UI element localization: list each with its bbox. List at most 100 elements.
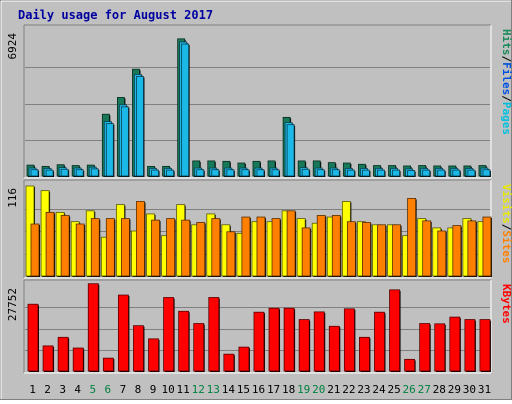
bar-sites-day-12 (196, 222, 206, 277)
bar-sites-day-10 (166, 218, 175, 277)
bar-kbytes-day-5 (87, 283, 99, 372)
bar-pages-day-21 (331, 169, 340, 177)
bar-pages-day-16 (256, 169, 265, 177)
bar-sites-day-26 (407, 198, 417, 277)
bar-sites-day-3 (60, 215, 70, 277)
bar-sites-day-13 (211, 218, 221, 277)
x-tick-label-day: 13 (207, 383, 220, 396)
bar-sites-day-5 (90, 218, 100, 277)
x-tick-label-day: 4 (74, 383, 81, 396)
panel-1-legend: Visits/Sites (500, 184, 512, 264)
legend-hits: Hits (500, 29, 512, 56)
bar-kbytes-day-28 (434, 323, 446, 372)
x-tick-label-day: 12 (192, 383, 205, 396)
x-tick-label-day: 29 (448, 383, 461, 396)
x-tick-label-day: 24 (372, 383, 386, 396)
bar-kbytes-day-22 (343, 308, 355, 372)
bar-sites-day-24 (377, 224, 386, 277)
bar-sites-day-14 (226, 231, 236, 277)
bar-pages-day-22 (346, 169, 355, 177)
bar-kbytes-day-12 (193, 323, 205, 372)
bar-pages-day-29 (452, 169, 461, 177)
bar-pages-day-30 (467, 169, 476, 177)
bar-kbytes-day-25 (389, 289, 400, 372)
bar-pages-day-3 (60, 168, 69, 177)
bar-kbytes-day-11 (178, 310, 190, 372)
bar-kbytes-day-15 (238, 346, 250, 372)
legend-separator: / (500, 95, 512, 102)
bar-kbytes-day-24 (374, 311, 385, 372)
legend-files: Files (500, 62, 512, 95)
bar-sites-day-21 (331, 215, 341, 277)
bar-kbytes-day-16 (253, 311, 265, 372)
bar-kbytes-day-18 (283, 307, 295, 372)
bar-kbytes-day-7 (117, 294, 129, 372)
bar-kbytes-day-21 (328, 325, 340, 372)
bar-pages-day-6 (105, 123, 114, 177)
bar-pages-day-8 (136, 76, 144, 177)
x-tick-label-day: 9 (150, 383, 157, 396)
bar-pages-day-19 (301, 168, 310, 177)
x-tick-label-day: 23 (357, 383, 370, 396)
bar-pages-day-24 (377, 169, 385, 177)
bar-sites-day-16 (256, 216, 266, 277)
bar-pages-day-15 (241, 169, 250, 177)
bar-pages-day-11 (181, 43, 190, 177)
panel-1-y-max-label: 116 (6, 188, 19, 208)
bar-sites-day-2 (45, 211, 55, 277)
bar-sites-day-30 (467, 220, 477, 277)
panel-0-y-max-label: 6924 (6, 33, 19, 60)
bar-pages-day-7 (120, 106, 129, 177)
bar-sites-day-1 (30, 223, 40, 277)
bar-sites-day-29 (452, 225, 462, 277)
x-tick-label-day: 20 (312, 383, 325, 396)
panel-2-y-max-label: 27752 (6, 288, 19, 321)
x-tick-label-day: 25 (387, 383, 400, 396)
bar-sites-day-25 (392, 224, 401, 277)
bar-pages-day-25 (392, 169, 400, 177)
bar-sites-day-31 (482, 216, 492, 277)
bar-sites-day-11 (181, 219, 191, 277)
x-tick-label-day: 18 (282, 383, 295, 396)
bar-sites-day-22 (346, 221, 356, 277)
bar-pages-day-9 (151, 169, 159, 177)
bar-pages-day-20 (316, 169, 325, 177)
x-tick-label-day: 8 (135, 383, 142, 396)
panel-2-legend: KBytes (500, 284, 512, 324)
bar-kbytes-day-31 (479, 319, 491, 372)
bar-kbytes-day-23 (359, 336, 370, 372)
x-tick-label-day: 31 (478, 383, 491, 396)
bar-sites-day-28 (437, 230, 447, 277)
legend-visits: Visits (500, 184, 512, 224)
x-tick-label-day: 27 (418, 383, 431, 396)
bar-sites-day-8 (136, 201, 145, 277)
bar-sites-day-23 (362, 222, 371, 277)
x-tick-label-day: 6 (105, 383, 112, 396)
bar-sites-day-20 (316, 215, 326, 277)
bar-kbytes-day-8 (133, 325, 144, 372)
x-tick-label-day: 17 (267, 383, 280, 396)
bar-pages-day-5 (90, 168, 99, 177)
bar-pages-day-1 (30, 169, 39, 177)
bar-sites-day-6 (105, 218, 115, 277)
bar-pages-day-14 (226, 169, 235, 177)
bar-pages-day-26 (407, 170, 416, 177)
bar-kbytes-day-14 (223, 353, 235, 372)
chart-title: Daily usage for August 2017 (18, 8, 213, 22)
x-tick-label-day: 11 (177, 383, 190, 396)
panel-0-background (24, 25, 491, 178)
legend-sites: Sites (500, 230, 512, 263)
bar-kbytes-day-19 (298, 319, 310, 372)
x-tick-label-day: 21 (327, 383, 340, 396)
bar-pages-day-12 (196, 169, 205, 177)
bar-kbytes-day-4 (72, 347, 84, 372)
bar-pages-day-27 (422, 169, 431, 177)
bar-sites-day-9 (151, 219, 160, 277)
bar-kbytes-day-26 (404, 358, 416, 372)
bar-kbytes-day-17 (268, 307, 280, 372)
x-tick-label-day: 26 (403, 383, 416, 396)
bar-pages-day-17 (271, 169, 280, 177)
bar-pages-day-18 (286, 124, 295, 177)
x-tick-label-day: 14 (222, 383, 236, 396)
x-tick-label-day: 10 (161, 383, 174, 396)
